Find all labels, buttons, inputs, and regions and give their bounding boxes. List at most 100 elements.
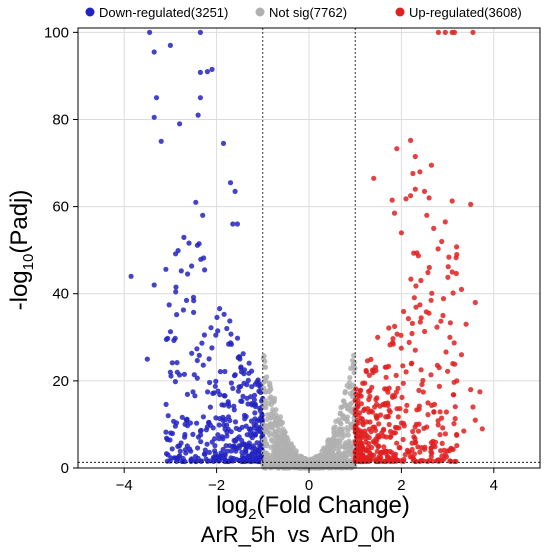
not-sig-point: [346, 443, 352, 449]
down-regulated-point: [174, 312, 180, 318]
down-regulated-point: [164, 436, 170, 443]
up-regulated-point: [410, 170, 416, 177]
up-regulated-point: [400, 380, 406, 386]
down-regulated-point: [234, 335, 241, 341]
up-regulated-point: [391, 210, 398, 216]
not-sig-point: [263, 443, 269, 449]
down-regulated-point: [153, 95, 160, 101]
up-regulated-point: [387, 434, 393, 440]
x-tick-label: 2: [397, 477, 405, 494]
up-regulated-point: [434, 362, 440, 368]
up-regulated-point: [392, 424, 399, 430]
down-regulated-point: [198, 458, 204, 464]
down-regulated-point: [241, 455, 247, 461]
down-regulated-point: [249, 384, 255, 390]
down-regulated-point: [236, 426, 242, 433]
up-regulated-point: [452, 416, 458, 422]
up-regulated-point: [374, 401, 380, 407]
down-regulated-point: [193, 458, 199, 465]
not-sig-point: [344, 383, 350, 389]
up-regulated-point: [367, 393, 373, 399]
up-regulated-point: [472, 417, 478, 423]
up-regulated-point: [410, 428, 416, 435]
up-regulated-point: [418, 367, 424, 373]
down-regulated-point: [227, 318, 233, 324]
down-regulated-point: [190, 294, 197, 300]
up-regulated-point: [365, 447, 371, 454]
not-sig-point: [267, 444, 274, 450]
not-sig-point: [348, 425, 354, 431]
y-tick-label: 20: [52, 373, 69, 390]
up-regulated-point: [403, 369, 409, 375]
down-regulated-point: [239, 449, 245, 456]
down-regulated-point: [222, 368, 228, 375]
up-regulated-point: [414, 407, 420, 413]
up-regulated-point: [434, 324, 440, 330]
up-regulated-point: [468, 201, 474, 207]
up-regulated-point: [381, 444, 387, 450]
down-regulated-point: [200, 362, 206, 368]
up-regulated-point: [442, 219, 448, 225]
up-regulated-point: [366, 458, 372, 464]
up-regulated-point: [398, 230, 404, 236]
legend-label: Down-regulated(3251): [99, 5, 228, 20]
down-regulated-point: [198, 439, 204, 445]
not-sig-point: [267, 430, 273, 436]
up-regulated-point: [379, 450, 385, 456]
up-regulated-point: [415, 428, 422, 434]
down-regulated-point: [230, 385, 236, 391]
up-regulated-point: [454, 432, 460, 438]
down-regulated-point: [195, 434, 202, 440]
up-regulated-point: [369, 384, 375, 390]
up-regulated-point: [437, 409, 443, 415]
up-regulated-point: [428, 297, 434, 303]
not-sig-point: [263, 364, 269, 370]
down-regulated-point: [180, 307, 186, 313]
down-regulated-point: [177, 453, 183, 459]
up-regulated-point: [440, 425, 446, 431]
up-regulated-point: [393, 372, 399, 378]
up-regulated-point: [354, 417, 360, 423]
not-sig-point: [289, 445, 295, 451]
not-sig-point: [313, 455, 319, 461]
down-regulated-point: [232, 419, 239, 425]
up-regulated-point: [451, 421, 457, 427]
up-regulated-point: [404, 402, 410, 408]
y-axis-title: -log10(Padj): [6, 190, 37, 311]
down-regulated-point: [189, 456, 195, 462]
down-regulated-point: [163, 401, 169, 407]
down-regulated-point: [176, 443, 182, 449]
not-sig-point: [268, 415, 274, 421]
not-sig-point: [260, 422, 266, 428]
up-regulated-point: [374, 415, 380, 421]
up-regulated-point: [419, 381, 425, 388]
down-regulated-point: [230, 221, 236, 227]
up-regulated-point: [383, 414, 389, 420]
up-regulated-point: [445, 264, 451, 270]
down-regulated-point: [202, 451, 208, 457]
not-sig-point: [279, 444, 285, 450]
up-regulated-point: [417, 169, 423, 175]
up-regulated-point: [405, 316, 411, 322]
down-regulated-point: [254, 449, 260, 455]
up-regulated-point: [425, 269, 431, 276]
down-regulated-point: [246, 370, 252, 376]
up-regulated-point: [439, 440, 445, 446]
up-regulated-point: [353, 456, 359, 463]
not-sig-point: [261, 353, 267, 359]
down-regulated-point: [228, 380, 234, 386]
down-regulated-point: [192, 393, 198, 399]
not-sig-point: [276, 437, 282, 443]
down-regulated-point: [246, 440, 252, 446]
down-regulated-point: [213, 378, 219, 384]
down-regulated-point: [236, 443, 242, 449]
up-regulated-point: [425, 412, 431, 418]
down-regulated-point: [240, 393, 246, 399]
up-regulated-point: [408, 193, 414, 199]
up-regulated-point: [412, 153, 418, 160]
up-regulated-point: [479, 426, 485, 432]
down-regulated-point: [235, 388, 241, 394]
down-regulated-point: [222, 452, 228, 458]
up-regulated-point: [414, 250, 420, 256]
down-regulated-point: [215, 388, 221, 394]
